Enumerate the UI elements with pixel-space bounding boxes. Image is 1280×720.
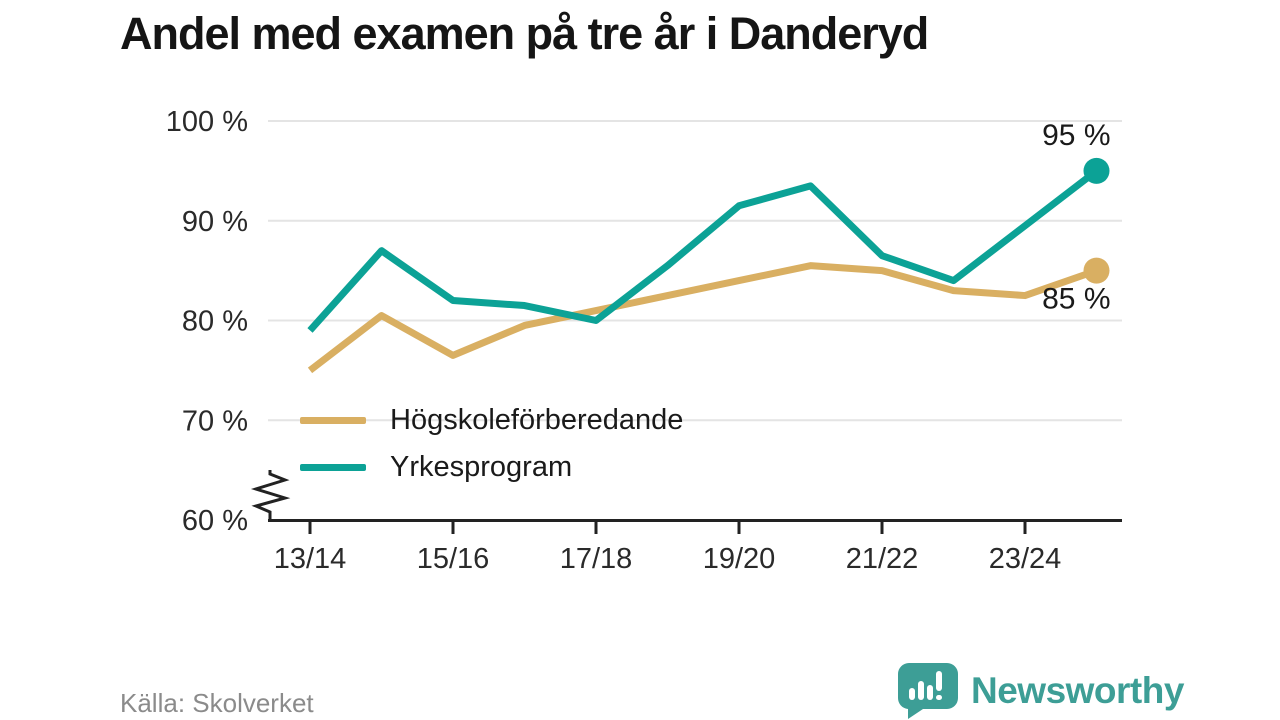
x-tick-label: 21/22 bbox=[846, 543, 919, 575]
bar-chart-speech-bubble-icon bbox=[897, 663, 958, 719]
axis-break-icon bbox=[250, 470, 291, 520]
legend-swatch-hogskoleforberedande bbox=[300, 416, 366, 424]
series-line-1 bbox=[307, 168, 1099, 333]
series-end-label-1: 95 % bbox=[1042, 119, 1110, 152]
x-tick-label: 17/18 bbox=[560, 543, 633, 575]
y-tick-label-90: 90 % bbox=[182, 206, 248, 238]
newsworthy-logo: Newsworthy bbox=[897, 662, 1184, 720]
series-end-label-0: 85 % bbox=[1042, 283, 1110, 316]
series-line-0 bbox=[307, 262, 1098, 374]
x-tick-label: 23/24 bbox=[989, 543, 1062, 575]
legend-item-hogskoleforberedande: Högskoleförberedande bbox=[300, 403, 683, 437]
legend-item-yrkesprogram: Yrkesprogram bbox=[300, 450, 683, 484]
logo-wordmark: Newsworthy bbox=[971, 670, 1184, 711]
series-end-dot-0 bbox=[1083, 257, 1110, 284]
x-tick-label: 13/14 bbox=[274, 543, 347, 575]
series-end-dot-1 bbox=[1083, 157, 1110, 184]
y-tick-label-70: 70 % bbox=[182, 405, 248, 437]
chart-legend: Högskoleförberedande Yrkesprogram bbox=[300, 403, 683, 497]
y-tick-label-100: 100 % bbox=[166, 106, 248, 138]
legend-label: Högskoleförberedande bbox=[390, 403, 684, 436]
y-tick-label-80: 80 % bbox=[182, 306, 248, 338]
legend-swatch-yrkesprogram bbox=[300, 463, 366, 471]
y-tick-label-60: 60 % bbox=[182, 505, 248, 537]
legend-label: Yrkesprogram bbox=[390, 450, 573, 483]
x-tick-label: 15/16 bbox=[417, 543, 490, 575]
source-note: Källa: Skolverket bbox=[120, 688, 314, 718]
x-tick-label: 19/20 bbox=[703, 543, 776, 575]
chart-title: Andel med examen på tre år i Danderyd bbox=[120, 8, 929, 59]
